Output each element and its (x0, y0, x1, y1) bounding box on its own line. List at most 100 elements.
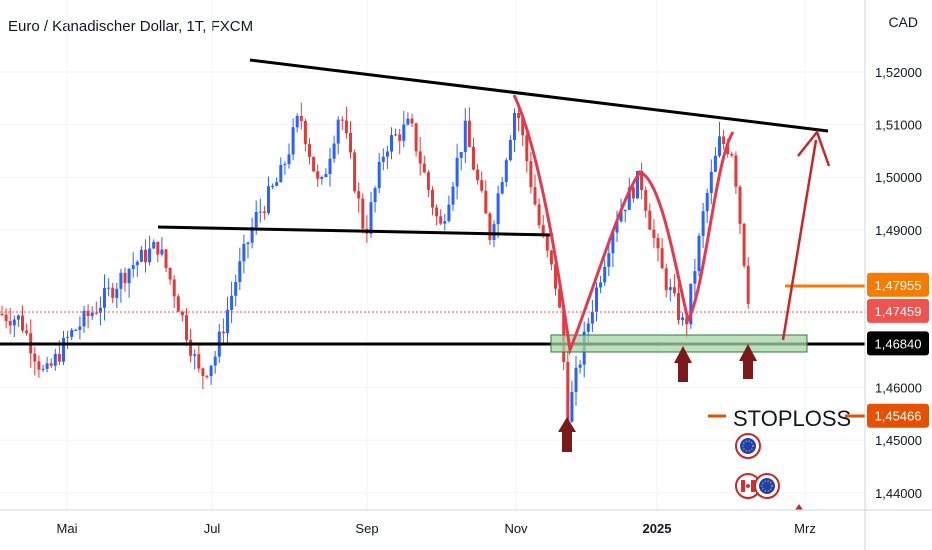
time-axis[interactable]: Mai Jul Sep Nov 2025 Mrz (57, 521, 816, 536)
candle-body (472, 146, 475, 170)
candle-body (484, 190, 488, 214)
candle-body (45, 363, 49, 369)
price-tag-bg (867, 298, 929, 323)
candle-body (648, 210, 652, 230)
candle-body (672, 287, 676, 294)
candle-body (451, 186, 455, 205)
candle-body (652, 229, 656, 239)
candle-body (135, 261, 139, 266)
candle-body (33, 353, 37, 362)
candle-body (275, 182, 279, 186)
candle-body (701, 211, 705, 236)
candle-body (361, 198, 365, 229)
candle-body (500, 181, 504, 194)
candle-body (656, 238, 660, 249)
ca-eu-event-icon[interactable] (735, 473, 780, 499)
candle-body (234, 281, 238, 296)
candle-body (549, 250, 553, 265)
candle-body (312, 156, 316, 172)
candle-body (422, 163, 426, 173)
grid (0, 0, 865, 510)
candle-body (344, 120, 348, 133)
candle-body (537, 204, 541, 226)
forecast-arrow[interactable] (781, 129, 831, 341)
candle-body (164, 249, 168, 268)
candle-body (172, 279, 176, 297)
candle-body (357, 191, 361, 199)
candle-body (41, 368, 45, 370)
candle-body (246, 242, 250, 245)
candle-body (139, 249, 143, 262)
candle-body (295, 115, 299, 128)
candle-body (439, 216, 443, 224)
candle-body (144, 249, 147, 263)
support-zone[interactable] (550, 334, 808, 353)
neckline[interactable] (157, 225, 554, 237)
candle-body (480, 180, 484, 191)
candle-body (205, 375, 209, 377)
candle-body (201, 368, 205, 376)
candle-body (513, 112, 516, 141)
candle-body (410, 118, 414, 124)
candle-body (197, 354, 201, 369)
candle-body (320, 176, 324, 179)
eu-event-icon[interactable] (735, 433, 761, 459)
candle-body (677, 293, 680, 321)
candle-body (62, 337, 65, 362)
candle-body (299, 115, 303, 121)
stoploss-label: STOPLOSS (733, 406, 851, 431)
upper-trendline[interactable] (249, 58, 829, 133)
candle-body (221, 331, 225, 334)
candle-body (12, 319, 16, 326)
price-tick-label: 1,51000 (875, 118, 922, 133)
candle-body (74, 329, 78, 331)
candle-body (623, 209, 627, 212)
candle-body (496, 193, 500, 225)
candle-body (640, 170, 644, 191)
price-axis[interactable]: 1,52000 1,51000 1,50000 1,49000 1,46000 1,450… (875, 65, 922, 501)
price-tag: 1,47459 (875, 304, 922, 319)
candle-body (336, 119, 340, 144)
candle-body (627, 187, 631, 210)
price-tick-label: 1,49000 (875, 223, 922, 238)
candle-body (689, 283, 693, 325)
candle-body (279, 165, 283, 183)
candle-body (521, 118, 525, 136)
price-tag: 1,45466 (875, 409, 922, 424)
candle-body (566, 361, 570, 422)
candle-body (119, 272, 123, 289)
candle-body (545, 235, 549, 251)
price-tag-bg (867, 272, 929, 297)
bottom-arrow-2 (674, 346, 692, 382)
candle-body (619, 211, 623, 222)
candle-body (443, 221, 447, 224)
candle-body (340, 119, 344, 121)
currency-label[interactable]: CAD (888, 14, 918, 30)
candle-body (37, 361, 41, 370)
candle-body (16, 315, 20, 320)
pattern-curve[interactable] (512, 94, 735, 356)
candle-body (398, 134, 402, 141)
candle-body (94, 312, 98, 314)
candle-body (525, 135, 529, 162)
candle-body (373, 188, 377, 203)
candle-body (180, 311, 184, 316)
price-tick-label: 1,44000 (875, 486, 922, 501)
candle-body (418, 151, 422, 164)
time-tick-label: 2025 (643, 521, 672, 536)
candle-body (488, 213, 492, 240)
candle-body (176, 296, 180, 312)
candle-body (726, 143, 730, 155)
candle-body (431, 189, 434, 208)
candle-body (504, 160, 508, 182)
candle-body (8, 320, 12, 326)
candle-body (78, 326, 82, 330)
candle-body (53, 354, 57, 366)
candle-body (459, 152, 463, 158)
candle-body (697, 235, 701, 272)
candle-body (599, 282, 603, 288)
candle-body (681, 317, 685, 321)
bottom-arrow-3 (739, 344, 757, 379)
candle-body (86, 310, 90, 317)
